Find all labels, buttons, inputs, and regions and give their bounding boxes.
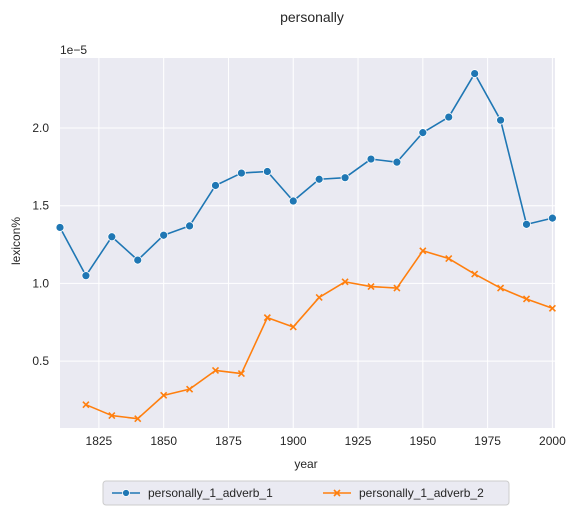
y-axis-label: lexicon% xyxy=(9,217,23,265)
data-point xyxy=(340,173,350,183)
data-point xyxy=(211,181,220,190)
y-tick-label: 1.0 xyxy=(32,276,49,290)
legend-marker-series-2 xyxy=(333,489,341,497)
x-tick-label: 1900 xyxy=(280,434,307,448)
data-point xyxy=(186,385,194,393)
y-tick-label: 2.0 xyxy=(32,121,49,135)
x-tick-label: 1950 xyxy=(409,434,436,448)
data-point xyxy=(366,154,376,164)
data-point xyxy=(211,366,220,375)
data-point xyxy=(496,115,505,125)
data-point xyxy=(107,232,117,242)
data-point xyxy=(548,213,557,223)
data-point xyxy=(262,167,272,176)
y-tick-label: 0.5 xyxy=(32,354,49,368)
data-point xyxy=(418,128,428,138)
data-point xyxy=(237,370,245,378)
data-point xyxy=(392,157,402,167)
data-point xyxy=(445,254,453,263)
data-point xyxy=(159,230,169,240)
data-point xyxy=(185,221,194,231)
legend-box xyxy=(102,480,510,506)
series-line xyxy=(59,72,553,277)
grid xyxy=(60,58,555,428)
x-tick-label: 1925 xyxy=(345,434,372,448)
x-tick-label: 1875 xyxy=(215,434,242,448)
data-point xyxy=(314,174,324,184)
data-point xyxy=(288,196,298,206)
data-point xyxy=(548,304,556,312)
data-point xyxy=(263,314,271,322)
x-tick-label: 1825 xyxy=(86,434,113,448)
data-point xyxy=(315,293,323,301)
legend-marker-series-1 xyxy=(122,489,130,497)
x-tick-label: 1975 xyxy=(474,434,501,448)
data-point xyxy=(160,391,168,399)
data-point xyxy=(444,112,454,122)
data-point xyxy=(237,168,246,178)
data-point xyxy=(82,401,90,409)
data-point xyxy=(55,223,65,232)
plot-area xyxy=(60,58,555,428)
data-point xyxy=(108,411,116,420)
x-axis-label: year xyxy=(294,457,317,471)
data-point xyxy=(341,278,349,286)
data-point xyxy=(393,284,401,292)
data-point xyxy=(367,282,375,291)
chart-title: personally xyxy=(280,9,344,25)
data-point xyxy=(133,255,143,265)
series-2 xyxy=(82,247,556,423)
data-point xyxy=(471,270,479,278)
data-point xyxy=(497,284,505,292)
data-point xyxy=(470,69,480,78)
data-point xyxy=(522,295,531,303)
y-tick-label: 1.5 xyxy=(32,199,49,213)
legend-label-series-1: personally_1_adverb_1 xyxy=(148,486,273,500)
x-tick-label: 1850 xyxy=(150,434,177,448)
data-point xyxy=(289,323,297,331)
series-1 xyxy=(55,69,557,281)
data-point xyxy=(522,219,531,229)
axis-ticks: 1825 1850 1875 1900 1925 1950 1975 2000 0.5 1.0 1.… xyxy=(32,121,566,448)
data-point xyxy=(419,247,427,255)
legend-label-series-2: personally_1_adverb_2 xyxy=(359,486,484,500)
y-offset-label: 1e−5 xyxy=(60,43,87,57)
data-point xyxy=(134,415,142,423)
data-point xyxy=(81,271,91,281)
legend: personally_1_adverb_1 personally_1_adver… xyxy=(102,480,510,506)
x-tick-label: 2000 xyxy=(539,434,566,448)
series-layer xyxy=(55,69,557,423)
